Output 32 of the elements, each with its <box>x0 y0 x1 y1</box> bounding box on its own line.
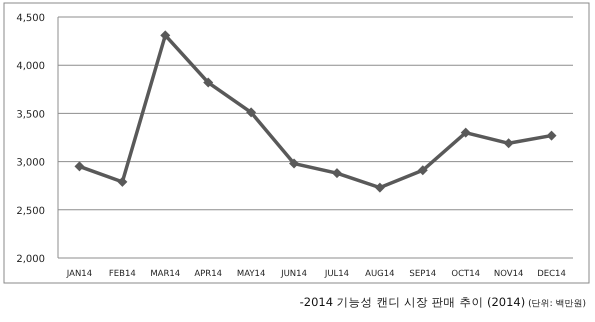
x-tick-label: JUN14 <box>280 269 307 279</box>
x-tick-label: APR14 <box>194 269 222 279</box>
x-tick-label: AUG14 <box>365 269 395 279</box>
x-tick-label: FEB14 <box>108 269 136 279</box>
point <box>246 107 256 118</box>
point <box>117 176 128 187</box>
x-tick-label: JAN14 <box>66 269 92 279</box>
point <box>504 138 514 148</box>
x-tick-label: MAY14 <box>236 269 266 279</box>
point <box>546 130 557 141</box>
y-tick-label: 4,000 <box>16 61 45 72</box>
text: (단위: 백만원) <box>525 299 586 309</box>
point <box>418 165 428 176</box>
x-tick-label: OCT14 <box>451 269 480 279</box>
x-tick-label: JUL14 <box>324 269 350 279</box>
x-tick-label: DEC14 <box>537 269 566 279</box>
y-tick-label: 2,000 <box>16 254 45 265</box>
y-tick-label: 2,500 <box>16 206 45 217</box>
y-tick-label: 4,500 <box>16 13 45 24</box>
point <box>460 128 471 138</box>
point <box>203 78 214 88</box>
point <box>160 30 170 40</box>
y-tick-label: 3,000 <box>16 158 45 169</box>
x-tick-label: NOV14 <box>494 269 524 279</box>
text: -2014 기능성 캔디 시장 판매 추이 (2014) <box>300 295 526 309</box>
point <box>374 182 385 193</box>
x-tick-label: MAR14 <box>150 269 180 279</box>
point <box>74 161 84 172</box>
point <box>332 168 342 178</box>
x-tick-label: SEP14 <box>409 269 436 279</box>
y-tick-label: 3,500 <box>16 109 45 120</box>
point <box>289 158 300 169</box>
